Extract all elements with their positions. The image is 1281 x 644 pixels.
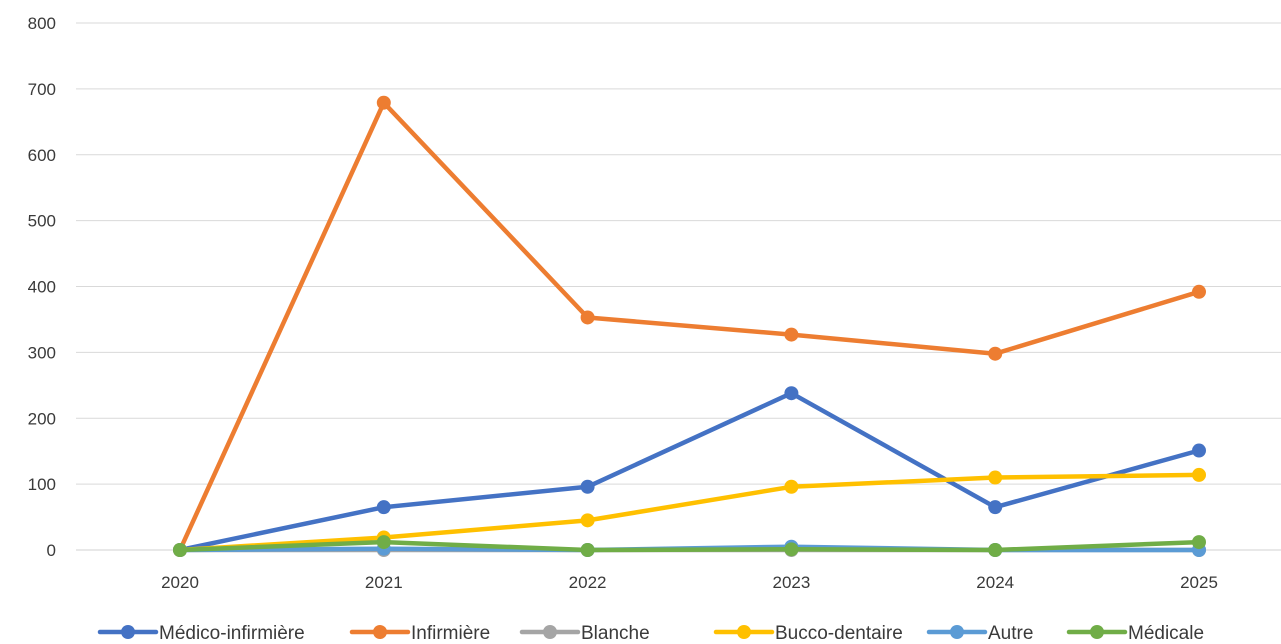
y-tick-label: 300 xyxy=(28,343,56,362)
series-line xyxy=(177,390,1202,553)
data-point xyxy=(1192,284,1206,299)
x-tick-label: 2025 xyxy=(1180,573,1218,592)
x-tick-label: 2020 xyxy=(161,573,199,592)
legend-item: Blanche xyxy=(519,623,650,644)
legend-swatch-marker xyxy=(121,625,135,639)
y-axis-tick-labels: 0 100 200 300 400 500 600 700 800 xyxy=(28,14,56,560)
data-point xyxy=(1192,467,1206,482)
legend-label: Autre xyxy=(988,623,1033,644)
data-point xyxy=(784,386,799,401)
data-point xyxy=(1192,535,1206,550)
y-tick-label: 400 xyxy=(28,278,56,297)
legend-label: Bucco-dentaire xyxy=(775,623,903,644)
data-point xyxy=(784,327,799,342)
data-point xyxy=(173,543,187,557)
legend-item: Autre xyxy=(926,623,1033,644)
legend: Médico-infirmière Infirmière Blanche Bucco-… xyxy=(97,623,1204,644)
legend-label: Infirmière xyxy=(411,623,490,644)
series-6 xyxy=(173,535,1206,557)
x-tick-label: 2023 xyxy=(772,573,810,592)
series-2 xyxy=(173,95,1206,557)
legend-item: Médico-infirmière xyxy=(97,623,305,644)
y-tick-label: 200 xyxy=(28,409,56,428)
legend-item: Médicale xyxy=(1066,623,1204,644)
data-point xyxy=(580,310,595,325)
y-tick-label: 700 xyxy=(28,80,56,99)
series-line xyxy=(177,100,1202,553)
data-point xyxy=(376,500,391,515)
y-tick-label: 0 xyxy=(47,541,56,560)
series-lines xyxy=(173,95,1206,557)
y-tick-label: 600 xyxy=(28,146,56,165)
legend-swatch-marker xyxy=(373,625,387,639)
data-point xyxy=(580,513,595,528)
legend-label: Blanche xyxy=(581,623,650,644)
data-point xyxy=(580,543,595,557)
series-line xyxy=(177,472,1202,553)
x-axis-tick-labels: 2020 2021 2022 2023 2024 2025 xyxy=(161,573,1218,592)
data-point xyxy=(988,346,1003,361)
legend-swatch-marker xyxy=(737,625,751,639)
legend-swatch-marker xyxy=(950,625,964,639)
x-tick-label: 2024 xyxy=(976,573,1014,592)
gridlines xyxy=(76,22,1281,485)
data-point xyxy=(376,95,391,110)
legend-swatch-marker xyxy=(543,625,557,639)
data-point xyxy=(988,543,1003,557)
series-1 xyxy=(173,386,1206,557)
data-point xyxy=(784,542,799,557)
data-point xyxy=(376,535,391,550)
series-line xyxy=(177,539,1202,553)
data-point xyxy=(580,479,595,494)
y-tick-label: 500 xyxy=(28,212,56,231)
legend-label: Médicale xyxy=(1128,623,1204,644)
y-tick-label: 100 xyxy=(28,475,56,494)
data-point xyxy=(988,470,1003,485)
legend-swatch-marker xyxy=(1090,625,1104,639)
data-point xyxy=(784,479,799,494)
x-tick-label: 2021 xyxy=(365,573,403,592)
data-point xyxy=(1192,443,1206,458)
legend-item: Infirmière xyxy=(349,623,490,644)
data-point xyxy=(988,500,1003,515)
y-tick-label: 800 xyxy=(28,14,56,33)
legend-label: Médico-infirmière xyxy=(159,623,305,644)
legend-item: Bucco-dentaire xyxy=(713,623,903,644)
x-tick-label: 2022 xyxy=(569,573,607,592)
